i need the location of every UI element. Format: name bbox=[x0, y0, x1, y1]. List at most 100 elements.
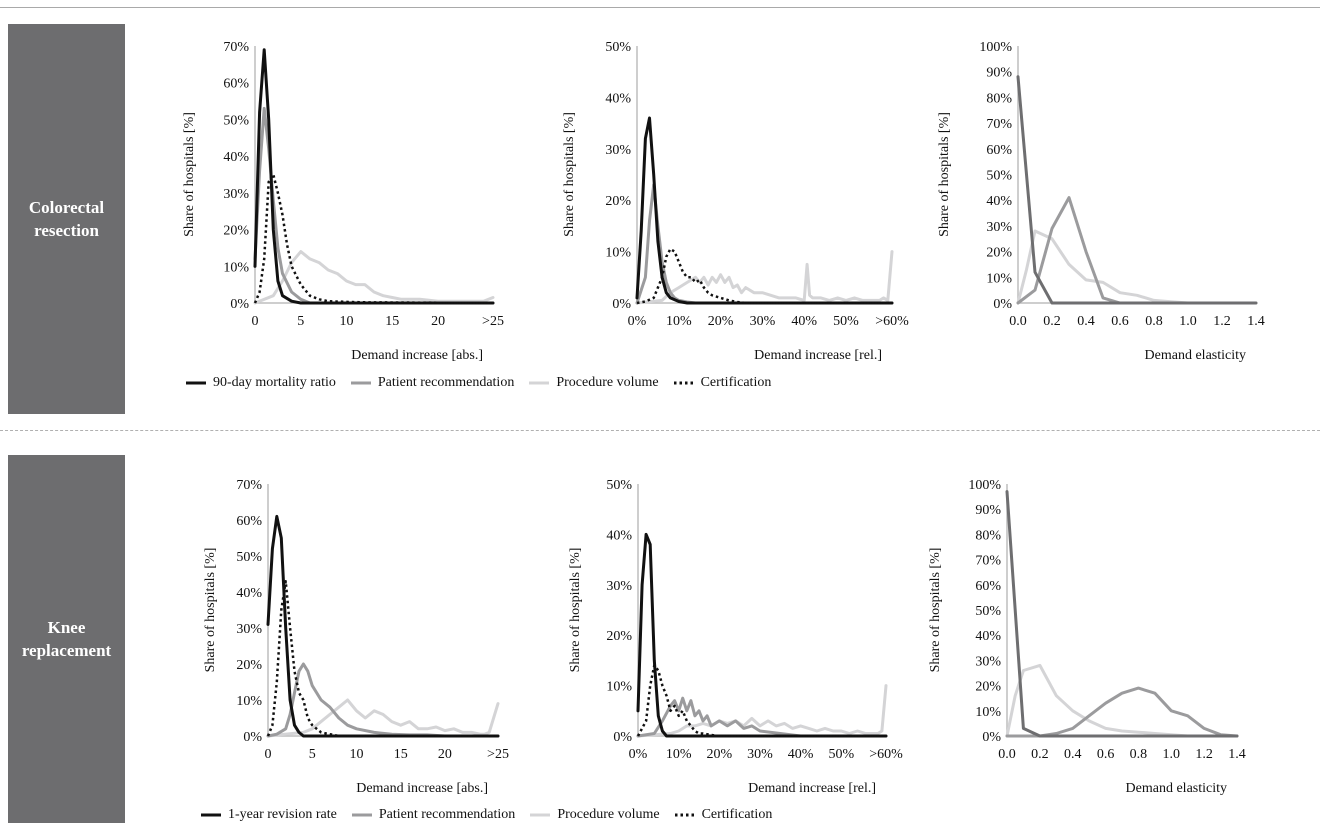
x-tick-label: 1.0 bbox=[1179, 314, 1197, 329]
y-tick-label: 30% bbox=[975, 654, 1001, 669]
x-axis-title: Demand increase [abs.] bbox=[356, 781, 488, 796]
x-tick-label: 10 bbox=[340, 314, 354, 329]
row-label-line1: Knee bbox=[47, 618, 86, 637]
y-tick-label: 30% bbox=[236, 622, 262, 637]
y-tick-label: 40% bbox=[606, 528, 632, 543]
legend-swatch bbox=[673, 380, 695, 386]
y-tick-label: 30% bbox=[605, 143, 631, 158]
y-axis-title: Share of hospitals [%] bbox=[937, 112, 952, 237]
series-line-procedure-volume bbox=[266, 698, 500, 738]
legend-swatch bbox=[185, 380, 207, 386]
y-tick-label: 10% bbox=[986, 271, 1012, 286]
x-tick-label: 10% bbox=[666, 314, 692, 329]
series-line-certification bbox=[266, 579, 498, 738]
legend-item: Certification bbox=[673, 375, 772, 391]
series-line-procedure-volume bbox=[1016, 229, 1258, 305]
legend-colorectal: 90-day mortality ratio Patient recommenda… bbox=[185, 375, 785, 391]
legend-label: Patient recommendation bbox=[377, 375, 515, 390]
y-tick-label: 20% bbox=[975, 680, 1001, 695]
y-tick-label: 50% bbox=[606, 478, 632, 493]
y-tick-label: 80% bbox=[975, 528, 1001, 543]
x-tick-label: 0.2 bbox=[1031, 747, 1049, 762]
x-tick-label: 1.4 bbox=[1228, 747, 1246, 762]
chart-panel-colorectal-elasticity: 0% 10% 20% 30% 40% 50% 60% 70% 80% 90% 100% 0.0 0.2 0… bbox=[937, 40, 1265, 363]
series-line-1-year-revision-rate bbox=[636, 532, 888, 738]
y-tick-label: 10% bbox=[606, 680, 632, 695]
x-tick-label: 30% bbox=[750, 314, 776, 329]
series-line-90-day-mortality-ratio bbox=[1016, 75, 1258, 305]
y-tick-label: 10% bbox=[605, 246, 631, 261]
legend-item: Certification bbox=[674, 807, 772, 823]
y-tick-label: 0% bbox=[993, 297, 1012, 312]
x-tick-label: 0.2 bbox=[1043, 314, 1061, 329]
series-line-certification bbox=[636, 247, 892, 305]
x-tick-label: 10 bbox=[349, 747, 363, 762]
y-tick-label: 60% bbox=[986, 143, 1012, 158]
y-tick-label: 0% bbox=[243, 730, 262, 745]
y-tick-label: 80% bbox=[986, 91, 1012, 106]
x-tick-label: 0.6 bbox=[1097, 747, 1115, 762]
y-axis-title: Share of hospitals [%] bbox=[568, 548, 583, 673]
x-tick-label: 0% bbox=[629, 747, 648, 762]
chart-panel-knee-elasticity: 0% 10% 20% 30% 40% 50% 60% 70% 80% 90% 100% 0.0 0.2 0… bbox=[928, 478, 1246, 796]
y-tick-label: 0% bbox=[982, 730, 1001, 745]
y-tick-label: 100% bbox=[968, 478, 1001, 493]
y-tick-label: 40% bbox=[986, 194, 1012, 209]
x-tick-label: 0.8 bbox=[1130, 747, 1148, 762]
series-line-1-year-revision-rate bbox=[266, 514, 500, 738]
x-tick-label: 1.2 bbox=[1213, 314, 1231, 329]
series-line-90-day-mortality-ratio bbox=[635, 116, 894, 305]
y-tick-label: 30% bbox=[223, 187, 249, 202]
chart-panel-colorectal-abs: 0% 10% 20% 30% 40% 50% 60% 70% 0 5 10 15 20 >25 Demand… bbox=[182, 40, 504, 363]
x-tick-label: >25 bbox=[482, 314, 504, 329]
x-tick-label: 20 bbox=[438, 747, 452, 762]
legend-label: 1-year revision rate bbox=[228, 807, 337, 822]
x-tick-label: 0 bbox=[252, 314, 259, 329]
series-line-patient-recommendation bbox=[635, 183, 894, 305]
legend-label: Procedure volume bbox=[557, 807, 660, 822]
y-tick-label: 50% bbox=[236, 550, 262, 565]
x-tick-label: 50% bbox=[833, 314, 859, 329]
legend-knee: 1-year revision rate Patient recommendati… bbox=[200, 807, 786, 823]
legend-swatch bbox=[674, 812, 696, 818]
legend-label: Certification bbox=[700, 375, 772, 390]
legend-swatch bbox=[529, 812, 551, 818]
legend-label: 90-day mortality ratio bbox=[213, 375, 336, 390]
x-tick-label: 30% bbox=[747, 747, 773, 762]
y-tick-label: 10% bbox=[236, 694, 262, 709]
y-tick-label: 20% bbox=[986, 246, 1012, 261]
chart-panel-knee-abs: 0% 10% 20% 30% 40% 50% 60% 70% 0 5 10 15 20 >25 Demand… bbox=[203, 478, 509, 796]
y-tick-label: 20% bbox=[236, 658, 262, 673]
y-tick-label: 10% bbox=[975, 705, 1001, 720]
row-label-knee: Knee replacement bbox=[8, 455, 125, 823]
x-tick-label: >60% bbox=[875, 314, 909, 329]
x-tick-label: 0 bbox=[265, 747, 272, 762]
y-tick-label: 100% bbox=[979, 40, 1012, 55]
x-tick-label: 10% bbox=[666, 747, 692, 762]
legend-item: Procedure volume bbox=[529, 807, 660, 823]
y-tick-label: 10% bbox=[223, 260, 249, 275]
y-tick-label: 30% bbox=[606, 579, 632, 594]
x-tick-label: 0.0 bbox=[1009, 314, 1027, 329]
y-tick-label: 70% bbox=[986, 117, 1012, 132]
x-tick-label: 20% bbox=[706, 747, 732, 762]
x-tick-label: 50% bbox=[828, 747, 854, 762]
y-tick-label: 60% bbox=[975, 579, 1001, 594]
x-tick-label: 0% bbox=[628, 314, 647, 329]
series-line-patient-recommendation bbox=[1016, 196, 1122, 305]
y-tick-label: 90% bbox=[986, 66, 1012, 81]
x-tick-label: 1.0 bbox=[1163, 747, 1181, 762]
y-tick-label: 50% bbox=[986, 169, 1012, 184]
x-tick-label: 0.8 bbox=[1145, 314, 1163, 329]
y-axis-title: Share of hospitals [%] bbox=[203, 548, 218, 673]
y-tick-label: 20% bbox=[606, 629, 632, 644]
x-tick-label: 15 bbox=[394, 747, 408, 762]
y-tick-label: 0% bbox=[613, 730, 632, 745]
x-tick-label: >25 bbox=[487, 747, 509, 762]
y-tick-label: 50% bbox=[605, 40, 631, 55]
series-line-procedure-volume bbox=[635, 250, 894, 305]
y-tick-label: 0% bbox=[230, 297, 249, 312]
y-tick-label: 90% bbox=[975, 503, 1001, 518]
chart-panel-knee-rel: 0% 10% 20% 30% 40% 50% 0% 10% 20% 30% 40% 50% >60% De… bbox=[568, 478, 903, 796]
x-tick-label: 0.4 bbox=[1064, 747, 1082, 762]
